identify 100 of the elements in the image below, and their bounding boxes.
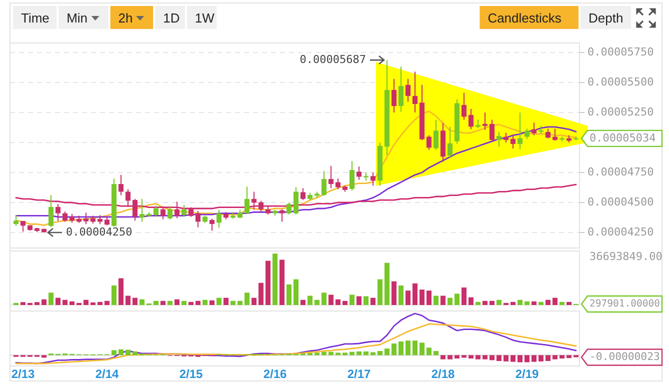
candlestick [300, 188, 306, 201]
bar [41, 299, 47, 305]
candlestick [524, 128, 530, 140]
bar [377, 279, 383, 305]
y-tick-label: 0.00004250 [588, 226, 654, 239]
bar [384, 348, 390, 356]
bar [377, 351, 383, 356]
bar [118, 278, 124, 305]
bar [244, 292, 250, 305]
bar [111, 350, 117, 356]
bar [496, 300, 502, 305]
bar [83, 300, 89, 305]
x-tick-label: 2/19 [515, 367, 539, 381]
bar [384, 262, 390, 305]
x-tick-label: 2/17 [347, 367, 371, 381]
bar [69, 301, 75, 305]
candlestick [153, 205, 159, 218]
candlestick [13, 214, 19, 226]
bar [34, 302, 40, 305]
bar [195, 300, 201, 305]
bar [426, 348, 432, 356]
bar [237, 300, 243, 305]
candlestick [447, 126, 453, 159]
bar [202, 300, 208, 305]
bar [412, 283, 418, 305]
category-label: 1D [163, 10, 180, 26]
bar [398, 341, 404, 356]
candlestick [279, 208, 285, 222]
bar [482, 355, 488, 360]
bar [328, 352, 334, 356]
candlestick [321, 170, 327, 196]
bar [111, 285, 117, 305]
bar [272, 254, 278, 305]
bar [545, 355, 551, 361]
candlestick [244, 186, 250, 214]
bar [363, 351, 369, 356]
x-tick-label: 2/18 [431, 367, 455, 381]
bar [174, 299, 180, 305]
bar [335, 299, 341, 305]
bar [489, 355, 495, 360]
candlestick [139, 198, 145, 222]
category-label: 2h [118, 10, 133, 26]
y-tick-label: 0.00004500 [588, 196, 654, 209]
candlestick [48, 194, 54, 228]
bar [335, 352, 341, 356]
candlestick [209, 218, 215, 232]
bar [356, 296, 362, 305]
bar [426, 290, 432, 305]
category-label: Min [66, 10, 88, 26]
bar [545, 300, 551, 305]
candlestick [468, 108, 474, 130]
text: 36693849.00 [590, 250, 662, 264]
bar [139, 299, 145, 305]
bar [307, 296, 313, 305]
candlestick [286, 202, 292, 216]
candlestick [55, 203, 61, 222]
bar [489, 300, 495, 305]
bar [209, 300, 215, 305]
bar [349, 352, 355, 356]
bar [160, 300, 166, 305]
bar [517, 355, 523, 362]
text: -0.00000023 [590, 350, 660, 364]
bar [90, 302, 96, 305]
text: 0.00005034 [590, 131, 656, 144]
bar [48, 292, 54, 305]
bar [125, 296, 131, 305]
bar [461, 288, 467, 305]
candlestick [398, 66, 404, 112]
candlestick [426, 134, 432, 150]
bar [566, 355, 572, 358]
bar [314, 300, 320, 305]
bar [419, 342, 425, 356]
category-label: Candlesticks [488, 10, 562, 26]
bar [167, 300, 173, 305]
candlestick [349, 160, 355, 192]
bar [118, 349, 124, 356]
bar [440, 355, 446, 360]
bar [286, 284, 292, 305]
annotation: 0.00004250 [66, 226, 132, 239]
bar [328, 294, 334, 305]
candlestick [335, 178, 341, 190]
bar [370, 298, 376, 305]
bar [132, 298, 138, 305]
bar [454, 355, 460, 358]
bar [349, 294, 355, 305]
candlestick [510, 134, 516, 149]
bar [433, 351, 439, 356]
bar [419, 290, 425, 305]
candlestick [216, 209, 222, 228]
bar [62, 300, 68, 305]
bar [342, 352, 348, 356]
candlestick [293, 186, 299, 216]
bar [300, 300, 306, 305]
bar [258, 282, 264, 305]
bar [475, 355, 481, 360]
candlestick [328, 165, 334, 189]
bar [405, 340, 411, 356]
bar [559, 302, 565, 305]
candlestick [370, 172, 376, 186]
category-label: 1W [194, 10, 216, 26]
